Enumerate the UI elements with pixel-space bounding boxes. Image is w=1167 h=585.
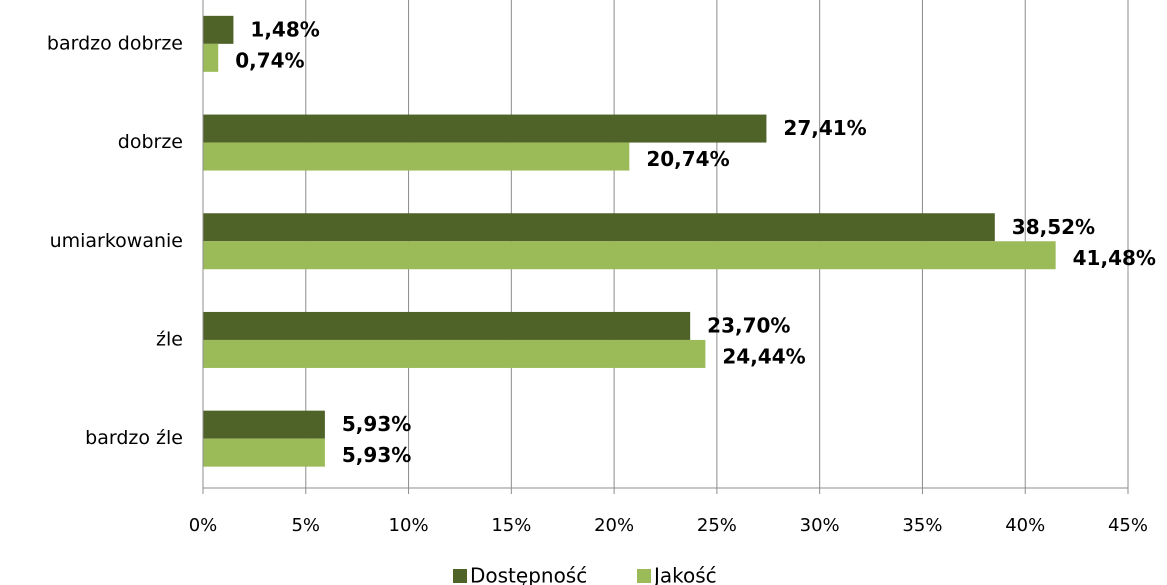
- x-tick-label: 25%: [697, 515, 737, 536]
- value-label: 5,93%: [342, 412, 411, 436]
- x-tick-label: 30%: [800, 515, 840, 536]
- bar: [203, 43, 219, 72]
- y-tick-label: umiarkowanie: [50, 230, 183, 252]
- x-tick-label: 35%: [902, 515, 942, 536]
- bar: [203, 438, 325, 467]
- x-tick-label: 10%: [389, 515, 429, 536]
- x-tick-label: 40%: [1005, 515, 1045, 536]
- value-label: 24,44%: [722, 344, 805, 368]
- legend-swatch: [453, 569, 467, 583]
- value-label: 38,52%: [1012, 215, 1095, 239]
- bar: [203, 410, 325, 439]
- value-label: 23,70%: [707, 313, 790, 337]
- bar: [203, 311, 691, 340]
- x-tick-label: 0%: [189, 515, 218, 536]
- bar: [203, 142, 630, 171]
- y-tick-label: dobrze: [118, 131, 183, 153]
- value-label: 0,74%: [235, 48, 304, 72]
- x-tick-label: 15%: [491, 515, 531, 536]
- y-tick-label: źle: [156, 328, 183, 350]
- legend-label: Jakość: [652, 564, 717, 585]
- legend-swatch: [637, 569, 651, 583]
- value-label: 27,41%: [783, 116, 866, 140]
- bar: [203, 339, 706, 368]
- value-label: 20,74%: [646, 147, 729, 171]
- bar: [203, 241, 1056, 270]
- x-tick-label: 5%: [291, 515, 320, 536]
- bar: [203, 15, 234, 44]
- value-label: 5,93%: [342, 443, 411, 467]
- y-tick-label: bardzo dobrze: [47, 32, 183, 54]
- x-tick-label: 20%: [594, 515, 634, 536]
- value-label: 1,48%: [250, 17, 319, 41]
- bar: [203, 213, 995, 242]
- value-label: 41,48%: [1073, 246, 1156, 270]
- legend-label: Dostępność: [470, 564, 587, 585]
- x-tick-label: 45%: [1108, 515, 1148, 536]
- bar: [203, 114, 767, 143]
- y-tick-label: bardzo źle: [85, 427, 183, 449]
